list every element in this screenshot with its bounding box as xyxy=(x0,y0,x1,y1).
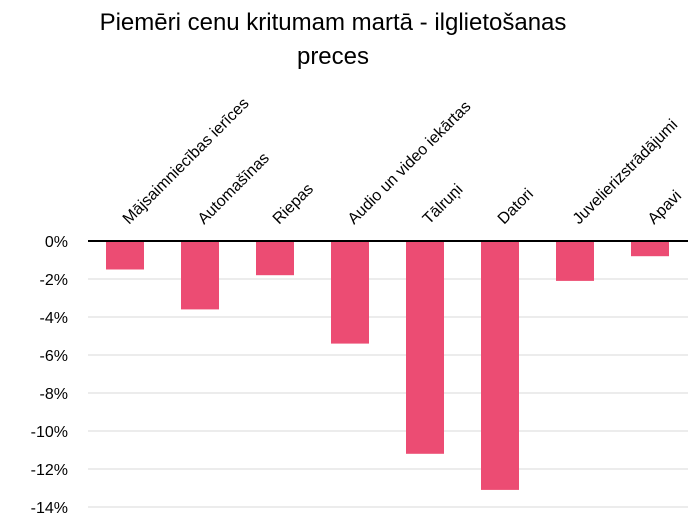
category-label: Apavi xyxy=(645,188,685,228)
bar xyxy=(481,241,519,490)
category-label: Automašīnas xyxy=(195,150,273,228)
category-label: Audio un video iekārtas xyxy=(345,98,475,228)
y-tick-label: 0% xyxy=(45,234,68,251)
category-labels: Mājsaimniecības ierīcesAutomašīnasRiepas… xyxy=(120,95,685,228)
y-tick-label: -2% xyxy=(40,272,68,289)
category-label: Mājsaimniecības ierīces xyxy=(120,95,253,228)
category-label: Tālruņi xyxy=(420,181,467,228)
category-label: Riepas xyxy=(270,181,317,228)
y-tick-label: -10% xyxy=(31,424,68,441)
chart-title: Piemēri cenu kritumam martā - ilglietoša… xyxy=(100,9,567,70)
y-tick-label: -4% xyxy=(40,310,68,327)
bar xyxy=(256,241,294,276)
y-tick-label: -14% xyxy=(31,500,68,517)
y-tick-label: -8% xyxy=(40,386,68,403)
y-tick-label: -6% xyxy=(40,348,68,365)
bars xyxy=(106,241,669,490)
category-label: Datori xyxy=(495,186,537,228)
chart-title-line-2: preces xyxy=(297,43,369,70)
bar xyxy=(406,241,444,454)
y-tick-label: -12% xyxy=(31,462,68,479)
bar xyxy=(331,241,369,344)
bar xyxy=(631,241,669,257)
bar xyxy=(181,241,219,310)
bar xyxy=(556,241,594,281)
bar xyxy=(106,241,144,270)
gridlines xyxy=(88,278,688,508)
y-axis-tick-labels: 0% -2% -4% -6% -8% -10% -12% -14% xyxy=(31,234,68,517)
chart-title-line-1: Piemēri cenu kritumam martā - ilglietoša… xyxy=(100,9,567,36)
